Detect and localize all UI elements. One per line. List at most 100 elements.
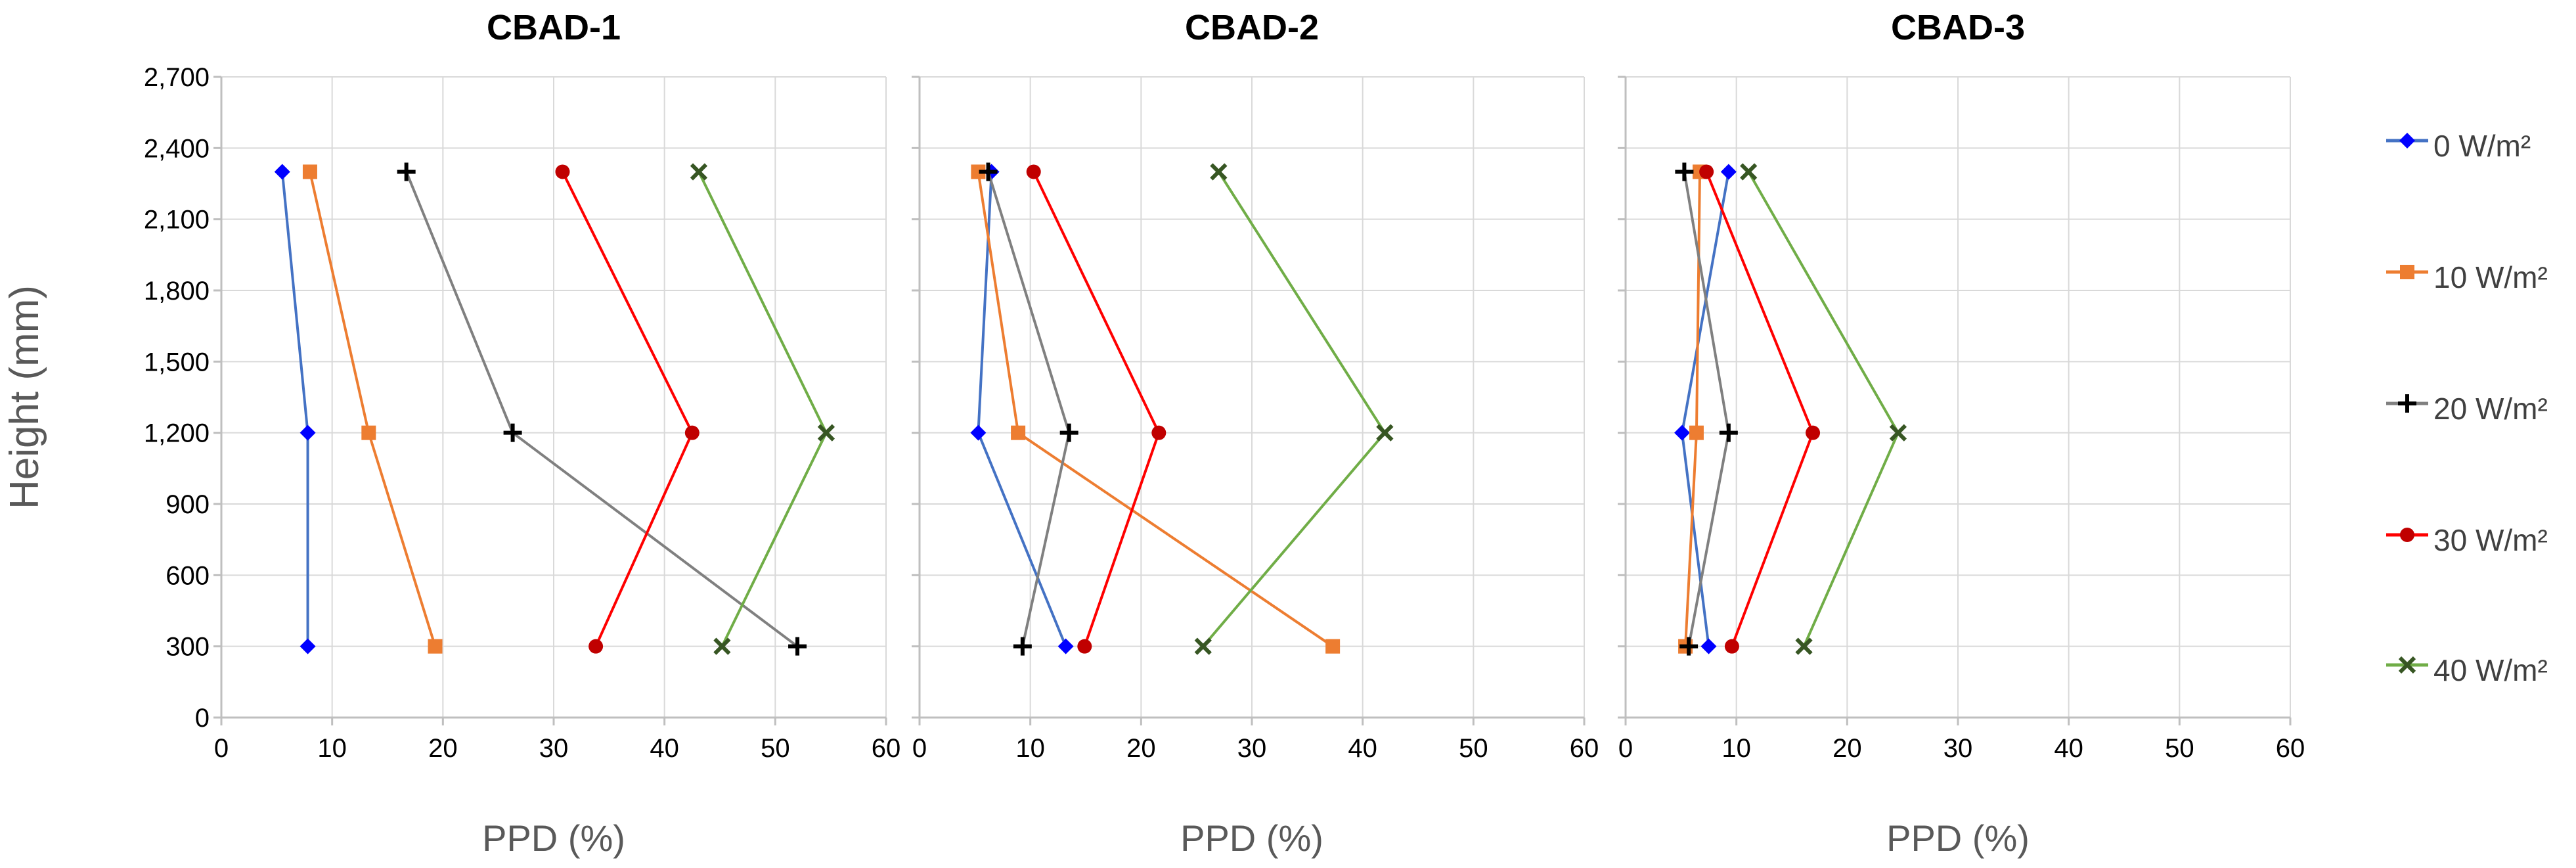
data-point [503,423,522,442]
panel-cbad-3: 0 10 20 30 40 50 60 CBAD-3 PPD (%) [1618,8,2305,859]
data-point [1740,163,1758,181]
legend-marker [2400,265,2414,279]
x-tick-label: 0 [1618,734,1633,763]
series-40-w [1194,163,1394,655]
legend-item: 30 W/m² [2386,523,2548,557]
x-tick-label: 50 [1459,734,1488,763]
data-point [274,164,290,180]
x-tick-label: 50 [2165,734,2194,763]
data-point [1376,424,1394,442]
data-point [300,424,316,441]
y-tick-label: 1,500 [144,348,210,377]
y-axis-label: Height (mm) [2,285,47,509]
x-tick-label: 10 [317,734,347,763]
series-40-w [1740,163,1907,655]
series-20-w [979,162,1078,656]
legend-marker [2400,528,2414,542]
y-tick-label: 2,700 [144,63,210,92]
series-30-w [555,164,700,654]
x-tick-label: 30 [1237,734,1267,763]
data-point [684,425,700,440]
x-tick-label: 60 [1570,734,1599,763]
data-point [1325,639,1341,654]
x-axis-label: PPD (%) [1886,817,2030,859]
panel-cbad-1: 0 10 20 30 40 50 60 CBAD-1 PPD (%) [213,8,900,859]
series-20-w [397,162,807,656]
data-point [1011,425,1026,440]
data-point [1151,425,1166,440]
data-point [302,164,317,179]
data-point [1720,164,1737,180]
legend-item: 10 W/m² [2386,260,2548,294]
data-point [1679,637,1699,656]
x-axis-label: PPD (%) [1180,817,1323,859]
y-tick-label: 300 [166,633,210,662]
panel-title: CBAD-1 [487,8,621,47]
data-point [1674,424,1691,441]
series-40-w [690,163,835,655]
data-point [788,637,807,656]
x-axis-label: PPD (%) [482,817,625,859]
panels-layer: Height (mm)03006009001,2001,5001,8002,10… [2,8,2305,859]
x-tick-label: 40 [1348,734,1377,763]
data-point [1724,639,1739,654]
series-10-w [971,164,1341,654]
panel-title: CBAD-2 [1185,8,1319,47]
data-point [1013,637,1032,656]
data-point [1194,637,1212,655]
series-0-w [970,164,1074,654]
panel-cbad-2: 0 10 20 30 40 50 60 CBAD-2 PPD (%) [912,8,1599,859]
legend-label: 0 W/m² [2433,129,2531,163]
legend-item: 40 W/m² [2386,653,2548,687]
data-point [979,162,998,181]
data-point [1059,423,1078,442]
y-tick-label: 2,100 [144,206,210,235]
data-point [1026,164,1041,179]
data-point [1077,639,1092,654]
series-30-w [1026,164,1166,654]
x-tick-label: 60 [872,734,901,763]
data-point [971,164,986,179]
legend-marker [2398,394,2416,413]
data-point [1719,423,1738,442]
data-point [555,164,570,179]
data-point [588,639,604,654]
legend-item: 0 W/m² [2386,129,2531,163]
data-point [1795,637,1813,655]
x-tick-label: 40 [2054,734,2083,763]
legend-label: 10 W/m² [2433,260,2548,294]
series-30-w [1699,164,1821,654]
data-point [1057,638,1074,654]
data-point [300,638,316,654]
data-point [1689,425,1704,440]
x-tick-label: 50 [761,734,790,763]
x-tick-label: 20 [1126,734,1156,763]
x-tick-label: 60 [2276,734,2305,763]
data-point [428,639,443,654]
data-point [970,424,987,441]
data-point [1675,162,1694,181]
y-tick-label: 1,800 [144,277,210,306]
x-tick-label: 10 [1015,734,1045,763]
series-20-w [1675,162,1738,656]
data-point [713,637,731,655]
x-tick-label: 0 [912,734,927,763]
series-0-w [1674,164,1737,654]
data-point [397,162,416,181]
x-tick-label: 0 [214,734,229,763]
y-tick-label: 2,400 [144,134,210,163]
legend-item: 20 W/m² [2386,392,2548,426]
series-10-w [302,164,443,654]
x-tick-label: 10 [1721,734,1751,763]
data-point [817,424,835,442]
legend-marker [2398,656,2416,674]
data-point [1699,164,1714,179]
legend: 0 W/m² 10 W/m² 20 W/m² 30 W/m² 40 W/m² [2386,129,2548,687]
legend-label: 30 W/m² [2433,523,2548,557]
legend-label: 20 W/m² [2433,392,2548,426]
y-tick-label: 900 [166,490,210,519]
data-point [1210,163,1228,181]
x-tick-label: 30 [539,734,569,763]
x-tick-label: 20 [428,734,458,763]
